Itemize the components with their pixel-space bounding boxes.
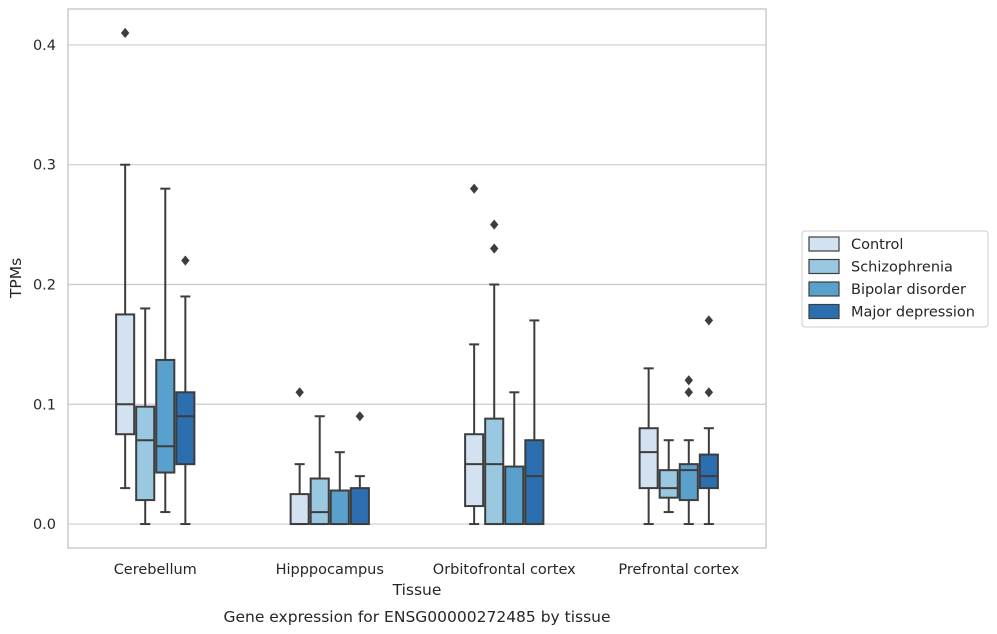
x-tick-label: Orbitofrontal cortex: [433, 562, 576, 578]
outlier-point: [120, 27, 130, 38]
x-axis-title: Tissue: [392, 581, 442, 599]
outlier-point: [490, 243, 499, 254]
outlier-point: [469, 183, 479, 194]
outlier-point: [704, 387, 714, 398]
legend-swatch: [808, 236, 840, 252]
y-axis-title: TPMs: [7, 258, 25, 299]
box-control: [289, 387, 310, 526]
outlier-point: [704, 315, 714, 326]
y-tick-label: 0.4: [33, 38, 56, 54]
box-bipolar-disorder: [155, 187, 176, 514]
legend-label: Major depression: [851, 305, 975, 321]
x-tick-label: Prefrontal cortex: [618, 562, 739, 578]
box-body: [289, 493, 310, 526]
box-body: [678, 463, 699, 502]
box-schizophrenia: [135, 307, 156, 526]
box-body: [329, 489, 350, 526]
x-tick-label: Hipppocampus: [276, 562, 384, 578]
legend: Control Schizophrenia Bipolar disorder Majo…: [801, 230, 989, 328]
box-body: [309, 477, 330, 526]
box-body: [484, 417, 505, 526]
box-body: [135, 405, 156, 502]
legend-swatch: [808, 303, 840, 320]
box-body: [698, 453, 719, 490]
outlier-point: [490, 219, 499, 230]
box-body: [115, 313, 136, 436]
box-schizophrenia: [484, 219, 505, 526]
outlier-point: [355, 411, 365, 422]
box-schizophrenia: [658, 439, 679, 514]
x-tick-label: Cerebellum: [114, 562, 197, 578]
x-tick-labels: Cerebellum Hipppocampus Orbitofrontal cort…: [114, 562, 740, 578]
y-tick-labels: 0.0 0.1 0.2 0.3 0.4: [33, 38, 56, 533]
box-bipolar-disorder: [504, 391, 525, 526]
legend-label: Schizophrenia: [851, 260, 953, 276]
box-body: [638, 427, 659, 490]
outlier-point: [684, 375, 693, 386]
box-major-depression: [698, 315, 719, 526]
box-body: [155, 358, 176, 474]
box-major-depression: [524, 319, 545, 526]
box-control: [464, 183, 485, 526]
outlier-point: [295, 387, 304, 398]
box-schizophrenia: [309, 415, 330, 526]
box-bipolar-disorder: [678, 375, 699, 526]
legend-label: Control: [851, 237, 903, 253]
y-tick-label: 0.3: [33, 158, 56, 174]
box-major-depression: [175, 255, 196, 526]
legend-label: Bipolar disorder: [851, 282, 966, 298]
box-body: [464, 433, 485, 508]
y-tick-label: 0.0: [33, 517, 56, 533]
outlier-point: [181, 255, 190, 266]
legend-swatch: [808, 281, 840, 297]
legend-swatch: [808, 258, 840, 275]
outlier-point: [684, 387, 693, 398]
box-bipolar-disorder: [329, 451, 350, 526]
box-body: [658, 469, 679, 499]
box-control: [638, 367, 659, 526]
box-body: [349, 487, 370, 526]
legend-frame: [801, 230, 989, 328]
box-body: [504, 465, 525, 526]
y-tick-label: 0.1: [33, 397, 56, 413]
box-body: [524, 439, 545, 526]
box-major-depression: [349, 411, 370, 526]
y-tick-label: 0.2: [33, 277, 56, 293]
box-control: [115, 27, 136, 490]
boxes-layer: [115, 27, 719, 526]
chart-caption: Gene expression for ENSG00000272485 by t…: [223, 608, 610, 626]
box-body: [175, 391, 196, 466]
